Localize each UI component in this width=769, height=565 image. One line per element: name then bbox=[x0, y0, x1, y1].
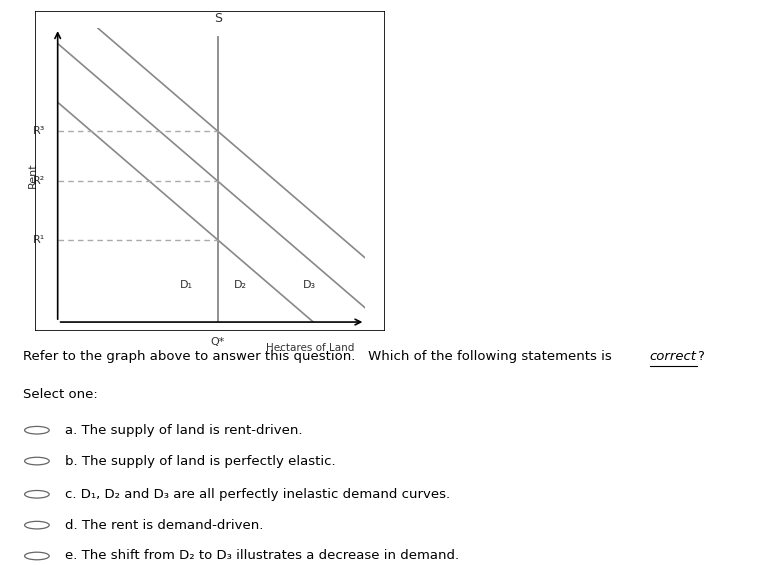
Text: R²: R² bbox=[33, 176, 45, 186]
Text: a. The supply of land is rent-driven.: a. The supply of land is rent-driven. bbox=[65, 424, 303, 437]
Text: D₂: D₂ bbox=[235, 280, 247, 290]
Text: Select one:: Select one: bbox=[23, 388, 98, 401]
Text: R¹: R¹ bbox=[33, 235, 45, 245]
Text: b. The supply of land is perfectly elastic.: b. The supply of land is perfectly elast… bbox=[65, 455, 336, 468]
Text: ?: ? bbox=[697, 350, 704, 363]
Text: Hectares of Land: Hectares of Land bbox=[266, 342, 354, 353]
Text: Rent: Rent bbox=[28, 162, 38, 188]
Text: R³: R³ bbox=[33, 126, 45, 136]
Text: Refer to the graph above to answer this question.   Which of the following state: Refer to the graph above to answer this … bbox=[23, 350, 616, 363]
Text: Q*: Q* bbox=[211, 337, 225, 347]
Text: D₁: D₁ bbox=[181, 280, 193, 290]
Text: d. The rent is demand-driven.: d. The rent is demand-driven. bbox=[65, 519, 264, 532]
Text: D₃: D₃ bbox=[303, 280, 317, 290]
Text: correct: correct bbox=[650, 350, 697, 363]
Text: S: S bbox=[214, 12, 221, 25]
Text: e. The shift from D₂ to D₃ illustrates a decrease in demand.: e. The shift from D₂ to D₃ illustrates a… bbox=[65, 550, 460, 563]
Text: c. D₁, D₂ and D₃ are all perfectly inelastic demand curves.: c. D₁, D₂ and D₃ are all perfectly inela… bbox=[65, 488, 451, 501]
